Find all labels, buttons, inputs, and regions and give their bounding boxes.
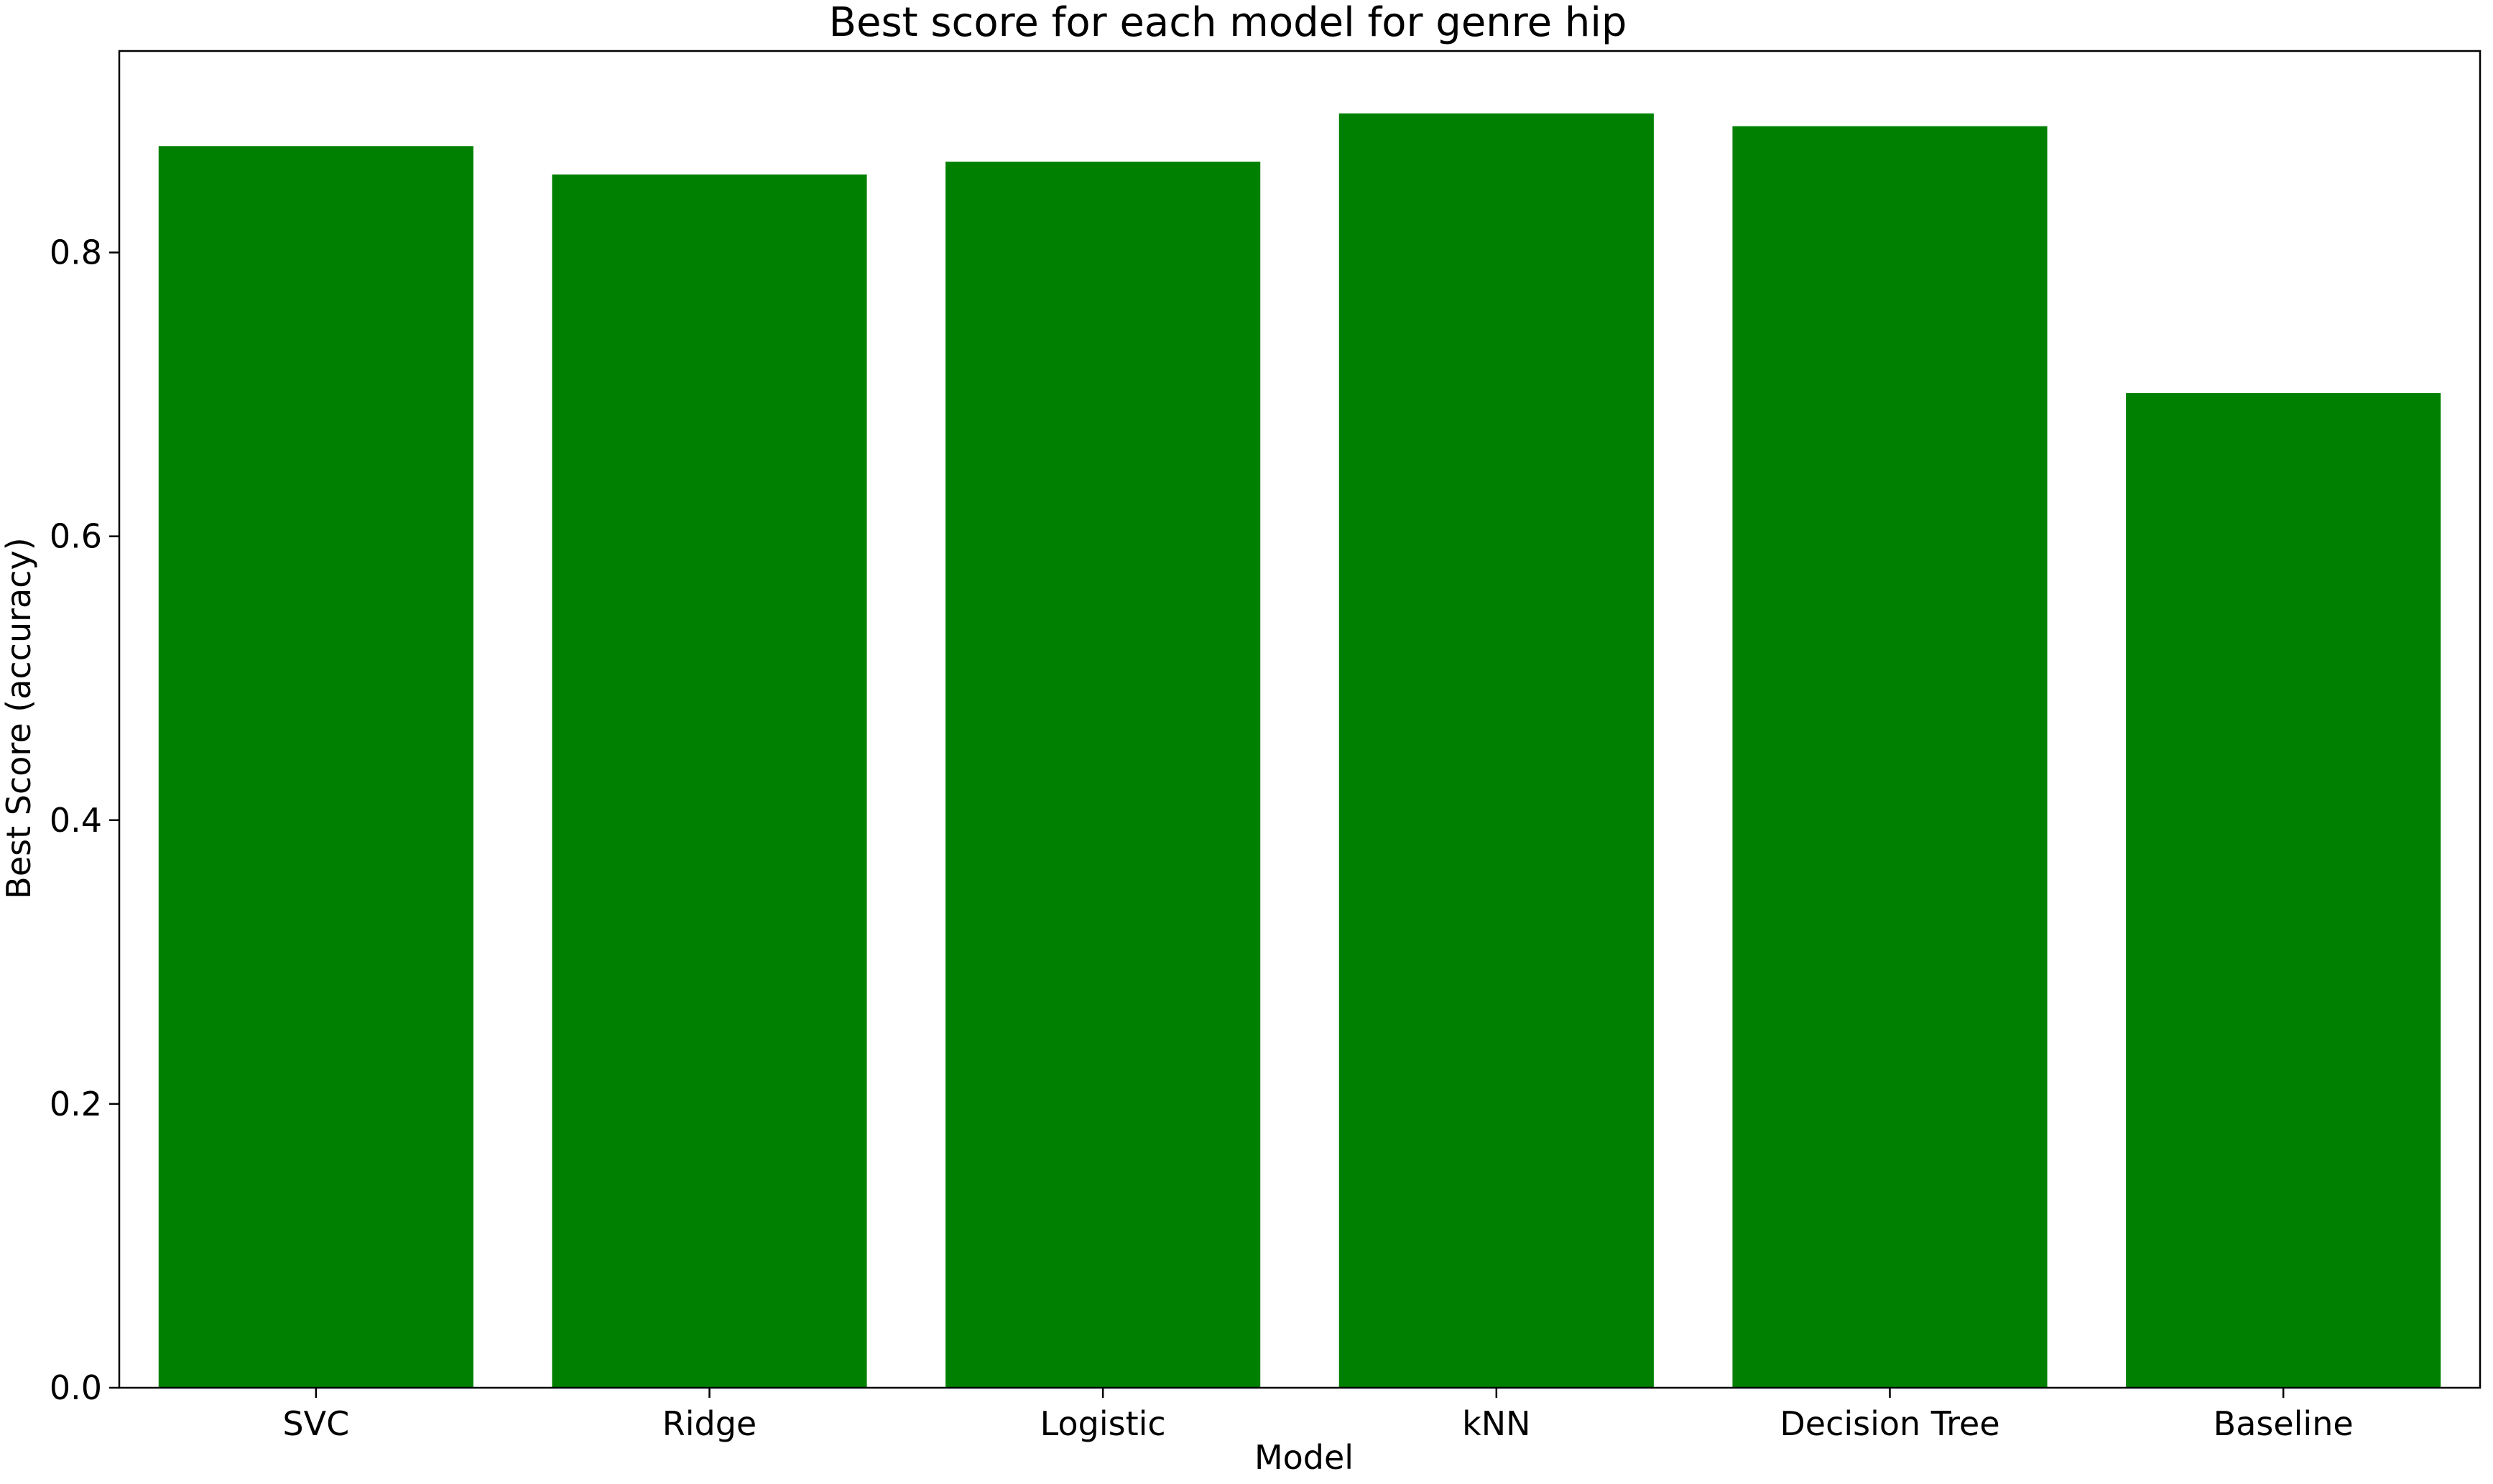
y-tick-label: 0.6 <box>50 517 102 556</box>
x-tick-label: Ridge <box>662 1404 757 1443</box>
bar-logistic <box>945 162 1261 1388</box>
bar-knn <box>1338 113 1654 1388</box>
y-tick-label: 0.0 <box>50 1368 102 1407</box>
chart-title: Best score for each model for genre hip <box>829 0 1627 46</box>
x-tick-label: kNN <box>1462 1404 1530 1443</box>
x-tick-label: Baseline <box>2214 1404 2354 1443</box>
plot-area-frame <box>118 50 2482 1389</box>
y-tick-label: 0.4 <box>50 801 102 840</box>
bar-baseline <box>2126 393 2441 1388</box>
x-axis: SVC Ridge Logistic kNN Decision Tree Baseline <box>282 1388 2354 1443</box>
y-tick-label: 0.2 <box>50 1085 102 1123</box>
x-tick-label: Logistic <box>1040 1404 1166 1443</box>
bar-decision-tree <box>1732 126 2048 1388</box>
x-tick-label: Decision Tree <box>1780 1404 1999 1443</box>
y-tick-label: 0.8 <box>50 233 102 272</box>
x-tick-label: SVC <box>282 1404 349 1443</box>
bars-layer <box>158 113 2441 1388</box>
y-axis-title: Best Score (accuracy) <box>0 537 38 899</box>
bar-svc <box>158 146 473 1388</box>
x-axis-title: Model <box>1254 1438 1354 1477</box>
y-axis: 0.0 0.2 0.4 0.6 0.8 <box>50 233 119 1407</box>
bar-ridge <box>552 174 867 1388</box>
